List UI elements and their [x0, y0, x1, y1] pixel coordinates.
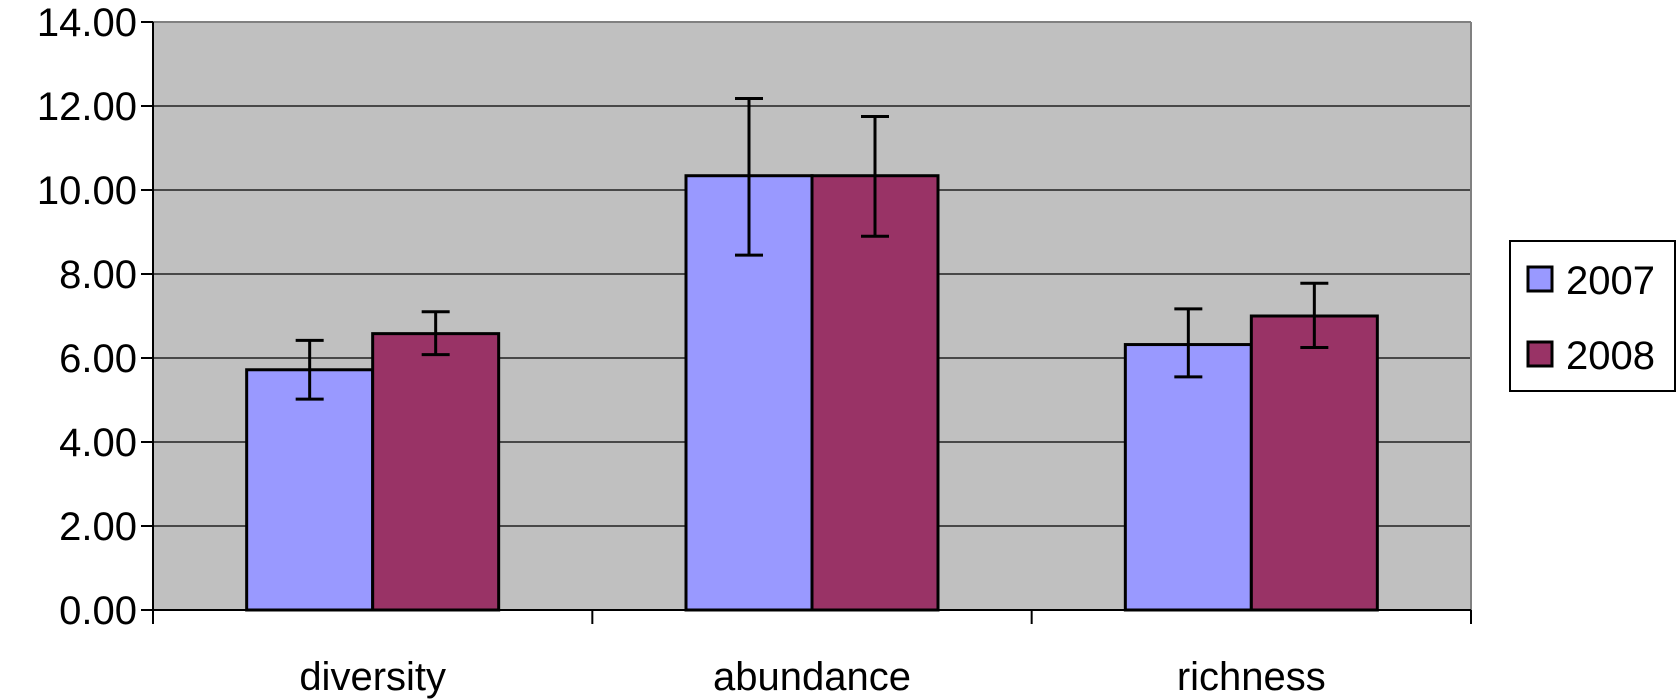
legend-swatch-2007 — [1526, 265, 1554, 293]
legend: 2007 2008 — [1509, 240, 1676, 392]
y-tick-label: 10.00 — [37, 169, 137, 213]
x-tick-label-abundance: abundance — [713, 655, 911, 699]
error-bar-2008-abundance — [861, 115, 889, 238]
bar-2007-diversity — [245, 368, 375, 612]
bar-2008-diversity — [371, 332, 501, 612]
bar-2008-abundance — [810, 174, 940, 612]
x-axis-tick-labels: diversity abundance richness — [299, 655, 1325, 699]
bar-2007-richness — [1123, 343, 1253, 612]
legend-label-2008: 2008 — [1566, 334, 1655, 378]
legend-swatch-2008 — [1526, 340, 1554, 368]
error-bar-2007-diversity — [295, 338, 324, 401]
error-bar-2007-abundance — [735, 96, 763, 257]
y-tick-label: 12.00 — [37, 85, 137, 129]
error-bar-2008-diversity — [421, 310, 450, 357]
y-tick-label: 14.00 — [37, 1, 137, 45]
y-tick-label: 2.00 — [59, 505, 137, 549]
bar-2008-richness — [1249, 314, 1379, 612]
y-tick-label: 4.00 — [59, 421, 137, 465]
plot-area — [141, 21, 1472, 624]
y-axis-tick-labels: 0.00 2.00 4.00 6.00 8.00 10.00 12.00 14.00 — [37, 1, 137, 633]
error-bar-2008-richness — [1300, 281, 1329, 349]
y-tick-label: 6.00 — [59, 337, 137, 381]
x-tick-label-diversity: diversity — [299, 655, 446, 699]
y-tick-label: 8.00 — [59, 253, 137, 297]
legend-label-2007: 2007 — [1566, 259, 1655, 303]
error-bar-2007-richness — [1174, 307, 1203, 379]
y-tick-label: 0.00 — [59, 589, 137, 633]
x-tick-label-richness: richness — [1177, 655, 1326, 699]
